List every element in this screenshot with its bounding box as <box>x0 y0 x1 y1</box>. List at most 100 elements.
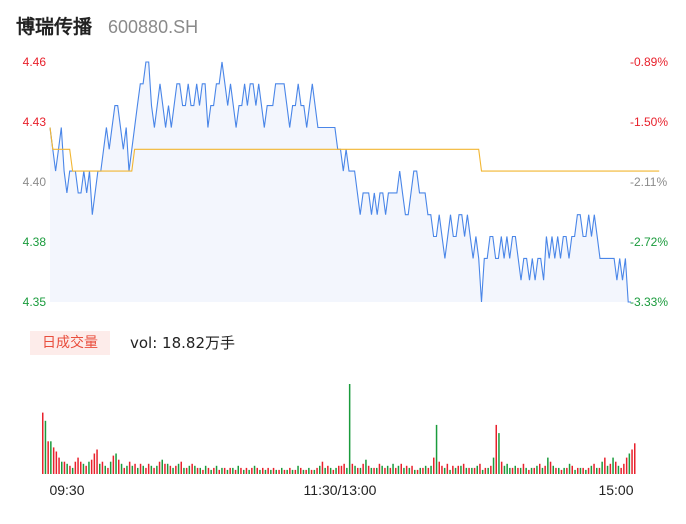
volume-bar <box>253 465 256 474</box>
volume-bar <box>587 467 590 474</box>
volume-bar <box>571 465 573 474</box>
volume-bar <box>316 467 318 474</box>
volume-bar <box>115 453 117 474</box>
volume-bar <box>58 457 60 474</box>
volume-bar <box>479 463 481 474</box>
volume-bar <box>264 469 267 474</box>
volume-bar <box>169 465 172 474</box>
volume-bar <box>278 469 280 474</box>
volume-bar <box>142 465 144 474</box>
volume-bar <box>460 465 462 474</box>
volume-bar <box>509 467 511 474</box>
volume-bar <box>175 465 177 474</box>
volume-bar <box>145 467 147 474</box>
volume-bar <box>457 465 459 474</box>
volume-bar <box>506 463 508 474</box>
volume-bar <box>416 469 419 474</box>
volume-bar <box>294 469 297 474</box>
volume-bar <box>150 465 153 474</box>
volume-bar <box>327 465 329 474</box>
volume-bar <box>454 467 457 474</box>
time-tick-label: 11:30/13:00 <box>304 482 377 498</box>
volume-bar <box>359 467 362 474</box>
volume-bar <box>419 467 421 474</box>
volume-bar <box>96 449 98 474</box>
volume-bar <box>443 467 446 474</box>
volume-bar <box>66 463 68 474</box>
volume-bar <box>433 457 435 474</box>
volume-bar <box>338 465 340 474</box>
volume-bar <box>240 467 242 474</box>
volume-bar <box>522 463 525 474</box>
volume-bar <box>47 441 49 474</box>
volume-bar <box>229 467 231 474</box>
volume-bar <box>177 463 180 474</box>
volume-bar <box>400 463 402 474</box>
volume-bar <box>131 465 134 474</box>
volume-bar <box>109 461 112 474</box>
volume-bar <box>476 465 478 474</box>
volume-bar <box>90 459 93 474</box>
volume-bar <box>549 461 552 474</box>
price-tick-label: 4.40 <box>23 175 47 189</box>
volume-bar <box>185 467 188 474</box>
volume-bar <box>528 469 530 474</box>
volume-bar <box>481 469 484 474</box>
volume-bar <box>207 467 210 474</box>
price-tick-label: 4.46 <box>23 55 47 69</box>
volume-bar <box>324 467 326 474</box>
volume-bar <box>88 461 90 474</box>
volume-bar <box>620 467 622 474</box>
volume-bar <box>617 465 620 474</box>
volume-bar <box>604 457 606 474</box>
volume-bar <box>302 469 305 474</box>
volume-bar <box>161 459 163 474</box>
volume-bar <box>348 384 351 474</box>
volume-bar <box>555 467 557 474</box>
volume-bar <box>223 467 226 474</box>
volume-bar <box>128 461 131 474</box>
volume-bar <box>593 463 595 474</box>
volume-bar <box>85 465 87 474</box>
volume-bar <box>300 467 302 474</box>
percent-tick-label: -2.11% <box>630 175 667 189</box>
volume-bar <box>156 465 158 474</box>
volume-bar <box>188 465 191 474</box>
volume-bar <box>452 465 454 474</box>
stock-code: 600880.SH <box>108 17 199 37</box>
volume-bar <box>332 469 335 474</box>
volume-bar <box>462 463 465 474</box>
volume-bar <box>123 467 125 474</box>
volume-bar <box>395 467 397 474</box>
volume-bar <box>625 457 628 474</box>
volume-bar <box>503 465 506 474</box>
volume-bar <box>376 467 378 474</box>
volume-bar <box>221 467 223 474</box>
volume-bar <box>566 467 568 474</box>
volume-bar <box>139 463 142 474</box>
volume-bar <box>101 461 104 474</box>
volume-bar <box>560 469 563 474</box>
volume-bar <box>408 467 411 474</box>
volume-tab[interactable]: 日成交量 <box>30 331 110 355</box>
price-tick-label: 4.38 <box>23 235 47 249</box>
volume-bar <box>340 465 343 474</box>
volume-bar <box>308 467 310 474</box>
percent-tick-label: -0.89% <box>630 55 668 69</box>
volume-bar <box>424 465 427 474</box>
stock-name: 博瑞传播 <box>16 16 93 38</box>
volume-bar <box>210 469 212 474</box>
volume-bar <box>283 469 286 474</box>
volume-bar <box>582 467 584 474</box>
volume-bar <box>270 469 272 474</box>
volume-bar <box>112 455 115 474</box>
volume-bar <box>487 467 489 474</box>
volume-bar <box>343 463 345 474</box>
volume-bar <box>275 469 277 474</box>
volume-bar <box>373 467 375 474</box>
volume-bar <box>392 463 394 474</box>
volume-bar <box>484 467 487 474</box>
volume-bar <box>511 467 514 474</box>
volume-bar <box>370 467 373 474</box>
volume-bar <box>384 467 386 474</box>
